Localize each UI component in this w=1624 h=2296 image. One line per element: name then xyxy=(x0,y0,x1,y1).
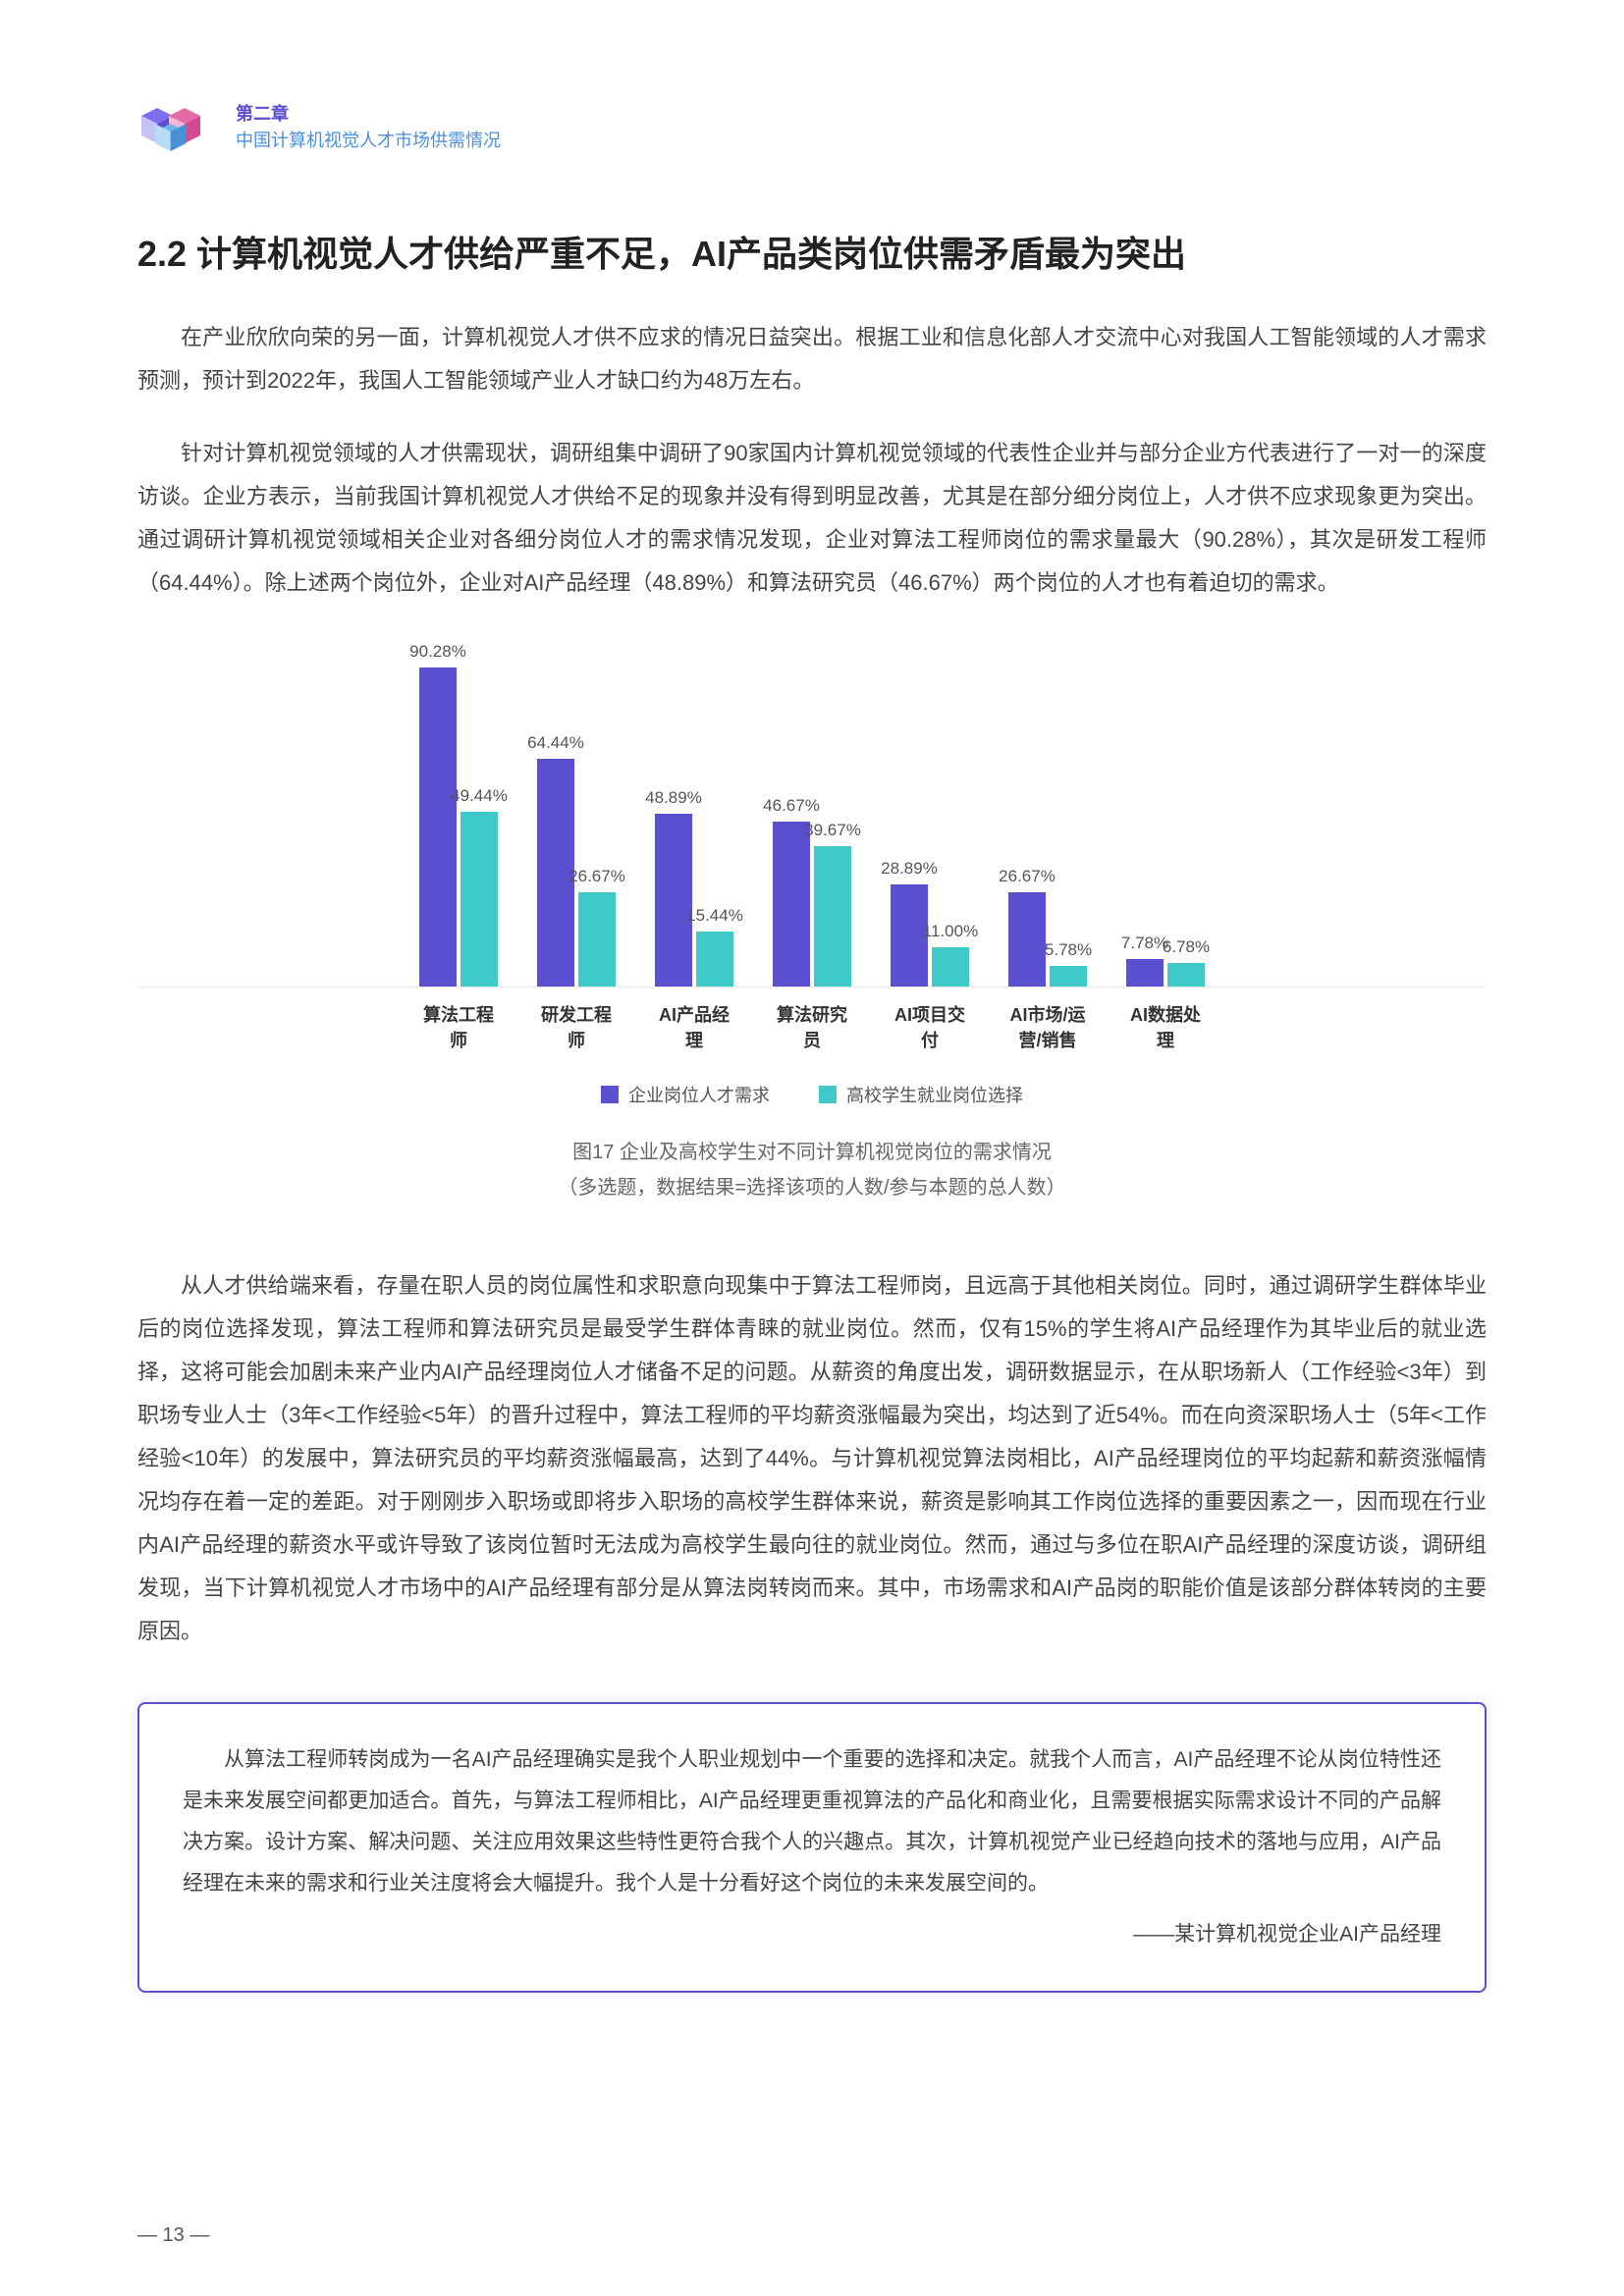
paragraph-2: 针对计算机视觉领域的人才供需现状，调研组集中调研了90家国内计算机视觉领域的代表… xyxy=(137,432,1487,605)
bar: 46.67% xyxy=(773,822,810,987)
bar: 48.89% xyxy=(655,814,692,987)
chapter-title: 第二章 xyxy=(236,101,501,128)
bar: 5.78% xyxy=(1050,966,1087,987)
legend-swatch xyxy=(601,1086,619,1103)
bar-value-label: 15.44% xyxy=(686,906,743,926)
bar-value-label: 64.44% xyxy=(527,733,584,753)
quote-attribution: ——某计算机视觉企业AI产品经理 xyxy=(183,1914,1441,1955)
category-label: AI市场/运营/销售 xyxy=(1008,1001,1087,1052)
chapter-subtitle: 中国计算机视觉人才市场供需情况 xyxy=(236,128,501,154)
legend-label: 企业岗位人才需求 xyxy=(628,1082,770,1107)
bar-value-label: 6.78% xyxy=(1163,937,1210,957)
category-label: 算法工程师 xyxy=(419,1001,498,1052)
bar-value-label: 90.28% xyxy=(409,642,466,662)
bar: 39.67% xyxy=(814,846,851,987)
bar-value-label: 39.67% xyxy=(804,821,861,840)
bar-value-label: 46.67% xyxy=(763,796,820,816)
bar-value-label: 49.44% xyxy=(451,786,508,806)
bar-value-label: 26.67% xyxy=(999,867,1056,886)
bar: 90.28% xyxy=(419,667,457,987)
bar-group: 90.28%49.44% xyxy=(419,667,498,987)
chart-legend: 企业岗位人才需求 高校学生就业岗位选择 xyxy=(137,1082,1487,1107)
bar: 15.44% xyxy=(696,932,733,987)
bar-value-label: 7.78% xyxy=(1121,934,1168,953)
category-label: AI数据处理 xyxy=(1126,1001,1205,1052)
quote-text: 从算法工程师转岗成为一名AI产品经理确实是我个人职业规划中一个重要的选择和决定。… xyxy=(183,1739,1441,1904)
bar-value-label: 28.89% xyxy=(881,859,938,879)
legend-swatch xyxy=(819,1086,837,1103)
bar-value-label: 26.67% xyxy=(568,867,625,886)
category-label: 研发工程师 xyxy=(537,1001,616,1052)
bar: 49.44% xyxy=(460,812,498,987)
bar-group: 48.89%15.44% xyxy=(655,814,733,987)
logo-cubes-icon xyxy=(137,98,216,157)
bar: 11.00% xyxy=(932,947,969,987)
quote-box: 从算法工程师转岗成为一名AI产品经理确实是我个人职业规划中一个重要的选择和决定。… xyxy=(137,1702,1487,1993)
bar-value-label: 11.00% xyxy=(923,922,978,941)
category-label: AI项目交付 xyxy=(891,1001,969,1052)
chart-caption-line2: （多选题，数据结果=选择该项的人数/参与本题的总人数） xyxy=(137,1170,1487,1205)
bar-group: 64.44%26.67% xyxy=(537,759,616,987)
chart-caption-line1: 图17 企业及高校学生对不同计算机视觉岗位的需求情况 xyxy=(137,1135,1487,1170)
chart-caption: 图17 企业及高校学生对不同计算机视觉岗位的需求情况 （多选题，数据结果=选择该… xyxy=(137,1135,1487,1205)
bar-group: 28.89%11.00% xyxy=(891,884,969,987)
bar-group: 7.78%6.78% xyxy=(1126,959,1205,987)
bar: 26.67% xyxy=(578,892,616,987)
bar-value-label: 48.89% xyxy=(645,788,702,808)
section-title: 2.2 计算机视觉人才供给严重不足，AI产品类岗位供需矛盾最为突出 xyxy=(137,226,1487,277)
category-label: AI产品经理 xyxy=(655,1001,733,1052)
bar-value-label: 5.78% xyxy=(1045,940,1092,960)
paragraph-1: 在产业欣欣向荣的另一面，计算机视觉人才供不应求的情况日益突出。根据工业和信息化部… xyxy=(137,316,1487,402)
chapter-header-text: 第二章 中国计算机视觉人才市场供需情况 xyxy=(236,101,501,154)
bar: 26.67% xyxy=(1008,892,1046,987)
page-number: — 13 — xyxy=(137,2224,209,2247)
chapter-header: 第二章 中国计算机视觉人才市场供需情况 xyxy=(137,98,1487,157)
legend-item: 企业岗位人才需求 xyxy=(601,1082,770,1107)
paragraph-3: 从人才供给端来看，存量在职人员的岗位属性和求职意向现集中于算法工程师岗，且远高于… xyxy=(137,1264,1487,1653)
legend-item: 高校学生就业岗位选择 xyxy=(819,1082,1023,1107)
category-label: 算法研究员 xyxy=(773,1001,851,1052)
bar-group: 26.67%5.78% xyxy=(1008,892,1087,987)
bar: 6.78% xyxy=(1167,963,1205,987)
legend-label: 高校学生就业岗位选择 xyxy=(846,1082,1023,1107)
bar-group: 46.67%39.67% xyxy=(773,822,851,987)
bar: 7.78% xyxy=(1126,959,1164,987)
bar-chart: 90.28%49.44%64.44%26.67%48.89%15.44%46.6… xyxy=(137,634,1487,1205)
